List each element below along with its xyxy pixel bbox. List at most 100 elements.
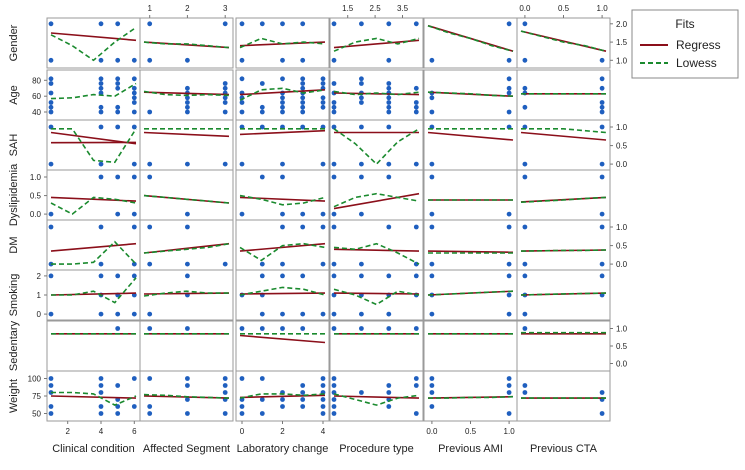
cell-smoking-previous-cta-point xyxy=(523,312,528,317)
cell-age-procedure-type-point xyxy=(414,100,419,105)
cell-sedentary-clinical-condition-frame xyxy=(47,321,140,371)
cell-weight-previous-cta-frame xyxy=(517,371,610,421)
cell-dyslipidemia-previous-cta-frame xyxy=(517,170,610,220)
cell-weight-previous-ami-point xyxy=(430,376,435,381)
cell-sah-procedure-type-frame xyxy=(330,120,423,170)
cell-smoking-affected-segment-point xyxy=(185,274,190,279)
cell-weight-previous-ami-point xyxy=(507,390,512,395)
cell-weight-procedure-type-point xyxy=(332,376,337,381)
cell-weight-laboratory-change-point xyxy=(321,404,326,409)
cell-gender-clinical-condition-point xyxy=(99,58,104,63)
cell-smoking-laboratory-change-point xyxy=(280,274,285,279)
cell-gender-laboratory-change-point xyxy=(280,21,285,26)
cell-sedentary-affected-segment-point xyxy=(147,326,152,331)
cell-weight-affected-segment-point xyxy=(223,376,228,381)
cell-weight-laboratory-change-point xyxy=(300,390,305,395)
cell-sah-previous-ami-point xyxy=(430,162,435,167)
cell-gender-procedure-type-lowess-line xyxy=(334,38,419,51)
cell-smoking-laboratory-change-point xyxy=(300,274,305,279)
cell-dm-previous-cta-lowess-line xyxy=(521,250,606,251)
cell-dyslipidemia-laboratory-change-point xyxy=(300,212,305,217)
cell-weight-affected-segment-point xyxy=(185,376,190,381)
cell-age-procedure-type-point xyxy=(386,81,391,86)
cell-weight-clinical-condition-point xyxy=(49,383,54,388)
cell-dyslipidemia-affected-segment-lowess-line xyxy=(144,196,229,203)
cell-sedentary-procedure-type-point xyxy=(414,326,419,331)
y-tick-label: 0 xyxy=(37,310,42,319)
cell-age-laboratory-change-point xyxy=(321,95,326,100)
cell-age-clinical-condition-point xyxy=(49,76,54,81)
cell-weight-laboratory-change-point xyxy=(321,376,326,381)
cell-gender-procedure-type-point xyxy=(386,58,391,63)
cell-gender-clinical-condition-point xyxy=(115,58,120,63)
cell-smoking-clinical-condition-point xyxy=(49,312,54,317)
cell-weight-clinical-condition-point xyxy=(49,404,54,409)
cell-dm-previous-cta-point xyxy=(600,225,605,230)
cell-sah-laboratory-change-point xyxy=(280,162,285,167)
cell-sah-laboratory-change-point xyxy=(321,162,326,167)
cell-gender-clinical-condition-point xyxy=(132,58,137,63)
cell-sedentary-previous-cta-frame xyxy=(517,321,610,371)
cell-smoking-procedure-type-point xyxy=(386,274,391,279)
cell-gender-clinical-condition-point xyxy=(49,58,54,63)
cell-gender-laboratory-change-point xyxy=(240,58,245,63)
cell-sah-clinical-condition-point xyxy=(115,125,120,130)
cell-gender-procedure-type-point xyxy=(414,21,419,26)
cell-dm-clinical-condition-point xyxy=(49,225,54,230)
cell-smoking-procedure-type-point xyxy=(359,274,364,279)
cell-sedentary-procedure-type-frame xyxy=(330,321,423,371)
cell-dm-procedure-type-point xyxy=(414,225,419,230)
cell-age-previous-cta-point xyxy=(600,100,605,105)
cell-age-laboratory-change-point xyxy=(300,110,305,115)
y-tick-label: 40 xyxy=(32,108,41,117)
cell-smoking-clinical-condition-point xyxy=(132,274,137,279)
cell-weight-laboratory-change-point xyxy=(240,376,245,381)
cell-gender-procedure-type-point xyxy=(332,21,337,26)
cell-gender-previous-ami-frame xyxy=(424,18,517,68)
cell-age-clinical-condition-point xyxy=(49,110,54,115)
cell-weight-affected-segment-point xyxy=(147,404,152,409)
cell-weight-clinical-condition-point xyxy=(99,404,104,409)
cell-age-affected-segment-point xyxy=(223,81,228,86)
cell-dm-procedure-type-point xyxy=(332,225,337,230)
cell-dm-laboratory-change-lowess-line xyxy=(240,244,325,261)
legend-title: Fits xyxy=(675,17,694,31)
cell-smoking-previous-cta-point xyxy=(523,274,528,279)
cell-gender-previous-cta-frame xyxy=(517,18,610,68)
x-tick-label: 4 xyxy=(321,427,326,436)
cell-sedentary-laboratory-change-point xyxy=(280,326,285,331)
cell-sedentary-affected-segment-point xyxy=(185,326,190,331)
y-tick-label: 1.0 xyxy=(616,56,628,65)
cell-sedentary-previous-cta-point xyxy=(523,326,528,331)
y-tick-label: 100 xyxy=(28,375,42,384)
cell-age-laboratory-change-point xyxy=(260,81,265,86)
cell-dyslipidemia-laboratory-change-point xyxy=(240,212,245,217)
cell-age-previous-ami-point xyxy=(507,76,512,81)
cell-weight-affected-segment-point xyxy=(223,390,228,395)
cell-gender-previous-ami-point xyxy=(507,21,512,26)
column-label-previous-ami: Previous AMI xyxy=(438,443,503,455)
cell-weight-clinical-condition-point xyxy=(115,411,120,416)
cell-dm-procedure-type-lowess-line xyxy=(334,244,419,264)
cell-dm-laboratory-change-point xyxy=(321,225,326,230)
cell-age-affected-segment-point xyxy=(223,110,228,115)
cell-age-previous-ami-point xyxy=(430,95,435,100)
cell-age-clinical-condition-point xyxy=(132,95,137,100)
cell-gender-clinical-condition-lowess-line xyxy=(51,28,136,61)
cell-age-laboratory-change-point xyxy=(280,105,285,110)
cell-gender-procedure-type-frame xyxy=(330,18,423,68)
y-tick-label: 60 xyxy=(32,92,41,101)
cell-weight-clinical-condition-point xyxy=(132,376,137,381)
row-label-dyslipidemia: Dyslipidemia xyxy=(8,163,20,226)
cell-age-affected-segment-point xyxy=(185,100,190,105)
row-label-smoking: Smoking xyxy=(8,274,20,317)
cell-sah-previous-cta-point xyxy=(523,162,528,167)
cell-dm-affected-segment-point xyxy=(185,262,190,267)
cell-smoking-procedure-type-point xyxy=(359,312,364,317)
cell-age-laboratory-change-point xyxy=(300,81,305,86)
cell-gender-laboratory-change-lowess-line xyxy=(240,38,325,47)
legend-regress-label: Regress xyxy=(676,38,721,52)
cell-weight-procedure-type-point xyxy=(332,397,337,402)
cell-age-previous-ami-point xyxy=(507,91,512,96)
